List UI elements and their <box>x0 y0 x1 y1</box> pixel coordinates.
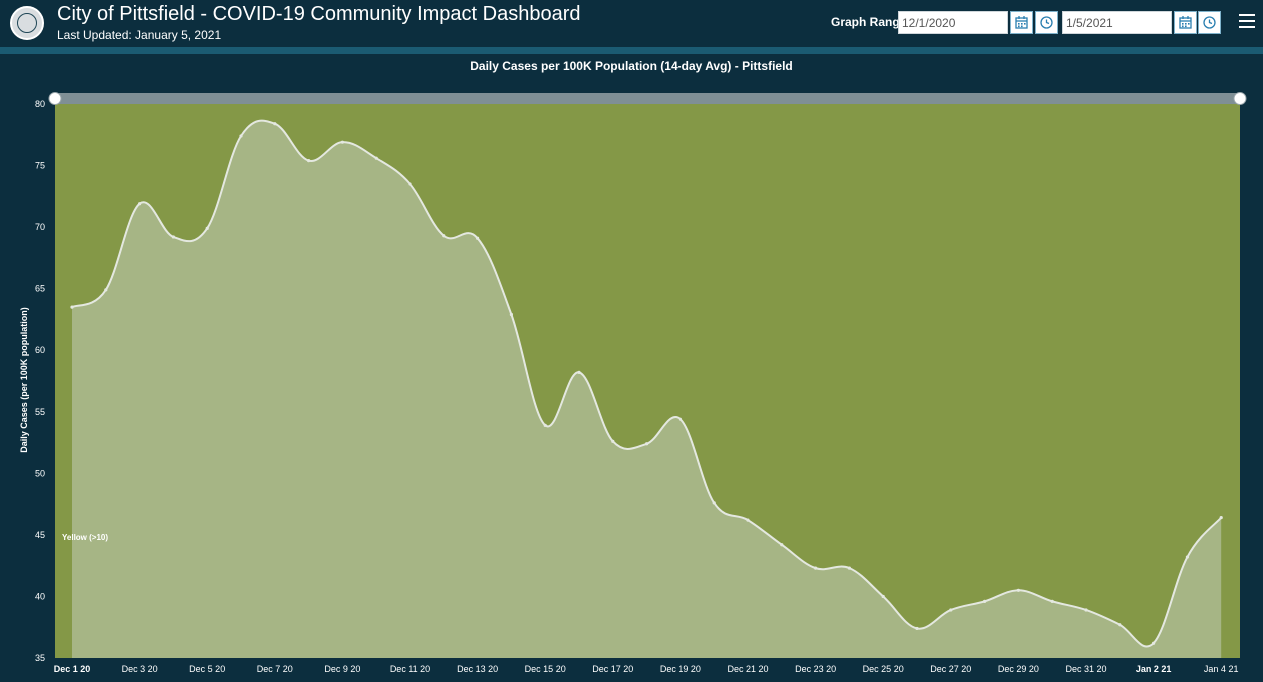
x-tick-label: Dec 19 20 <box>660 664 701 674</box>
data-point[interactable] <box>171 235 175 239</box>
x-tick-label: Jan 4 21 <box>1204 664 1239 674</box>
data-point[interactable] <box>1152 641 1156 645</box>
last-updated-text: Last Updated: January 5, 2021 <box>57 28 222 42</box>
series-line <box>71 119 1222 648</box>
chart-title: Daily Cases per 100K Population (14-day … <box>470 59 793 73</box>
data-point[interactable] <box>273 122 277 126</box>
x-tick-label: Dec 11 20 <box>390 664 430 674</box>
start-clock-icon[interactable] <box>1035 11 1058 34</box>
data-point[interactable] <box>70 305 74 309</box>
data-point[interactable] <box>442 234 446 238</box>
y-tick-label: 55 <box>35 407 45 417</box>
header-bar: City of Pittsfield - COVID-19 Community … <box>0 0 1263 47</box>
x-tick-label: Dec 25 20 <box>863 664 904 674</box>
data-point[interactable] <box>239 134 243 138</box>
x-tick-label: Dec 7 20 <box>257 664 293 674</box>
data-point[interactable] <box>543 423 547 427</box>
series-area <box>72 120 1222 658</box>
data-point[interactable] <box>340 140 344 144</box>
y-tick-label: 80 <box>35 99 45 109</box>
threshold-annotation: Yellow (>10) <box>62 533 108 542</box>
data-point[interactable] <box>678 417 683 421</box>
data-point[interactable] <box>1084 608 1088 612</box>
y-tick-label: 60 <box>35 345 45 355</box>
start-calendar-icon[interactable] <box>1010 11 1033 34</box>
data-point[interactable] <box>1016 588 1021 592</box>
data-point[interactable] <box>476 236 480 240</box>
data-point[interactable] <box>780 543 784 547</box>
y-tick-label: 65 <box>35 284 45 294</box>
end-clock-icon[interactable] <box>1198 11 1221 34</box>
x-tick-label: Dec 1 20 <box>54 664 91 674</box>
data-point[interactable] <box>881 594 885 599</box>
data-point[interactable] <box>1219 516 1223 520</box>
data-point[interactable] <box>509 312 513 317</box>
graph-range-label: Graph Range <box>831 15 907 29</box>
data-point[interactable] <box>1118 623 1122 627</box>
x-tick-label: Dec 3 20 <box>122 664 158 674</box>
data-point[interactable] <box>611 439 615 443</box>
x-tick-label: Dec 9 20 <box>324 664 360 674</box>
data-point[interactable] <box>983 599 987 603</box>
data-point[interactable] <box>205 226 209 230</box>
data-point[interactable] <box>949 608 953 612</box>
start-date-input[interactable]: 12/1/2020 <box>898 11 1008 34</box>
scrollbar-left-handle[interactable] <box>48 92 62 105</box>
data-point[interactable] <box>847 566 852 570</box>
y-tick-label: 70 <box>35 222 45 232</box>
x-tick-label: Dec 23 20 <box>795 664 836 674</box>
y-tick-label: 35 <box>35 653 45 663</box>
x-tick-label: Jan 2 21 <box>1136 664 1172 674</box>
scrollbar-right-handle[interactable] <box>1233 92 1247 105</box>
x-tick-label: Dec 17 20 <box>592 664 633 674</box>
end-calendar-icon[interactable] <box>1174 11 1197 34</box>
data-point[interactable] <box>1185 555 1189 559</box>
hamburger-menu-icon[interactable] <box>1239 14 1255 28</box>
x-tick-label: Dec 31 20 <box>1065 664 1106 674</box>
x-tick-label: Dec 21 20 <box>727 664 768 674</box>
data-point[interactable] <box>1050 599 1054 603</box>
y-tick-label: 45 <box>35 530 45 540</box>
data-point[interactable] <box>645 442 649 446</box>
city-seal-logo <box>10 6 44 40</box>
scrollbar-track[interactable] <box>55 93 1240 104</box>
data-point[interactable] <box>814 566 818 570</box>
x-tick-label: Dec 5 20 <box>189 664 225 674</box>
x-tick-label: Dec 27 20 <box>930 664 971 674</box>
data-point[interactable] <box>307 159 311 163</box>
data-point[interactable] <box>915 626 919 631</box>
y-tick-label: 75 <box>35 161 45 171</box>
x-tick-label: Dec 15 20 <box>525 664 566 674</box>
end-date-input[interactable]: 1/5/2021 <box>1062 11 1172 34</box>
data-point[interactable] <box>408 182 412 186</box>
x-tick-label: Dec 13 20 <box>457 664 498 674</box>
data-point[interactable] <box>712 501 716 505</box>
data-point[interactable] <box>374 156 378 160</box>
dashboard-title: City of Pittsfield - COVID-19 Community … <box>57 3 581 25</box>
data-point[interactable] <box>746 518 750 522</box>
data-point[interactable] <box>104 288 108 292</box>
x-tick-label: Dec 29 20 <box>998 664 1039 674</box>
y-tick-label: 50 <box>35 468 45 478</box>
data-point[interactable] <box>138 202 142 206</box>
y-tick-label: 40 <box>35 591 45 601</box>
header-accent-band <box>0 47 1263 54</box>
data-point[interactable] <box>577 370 581 374</box>
